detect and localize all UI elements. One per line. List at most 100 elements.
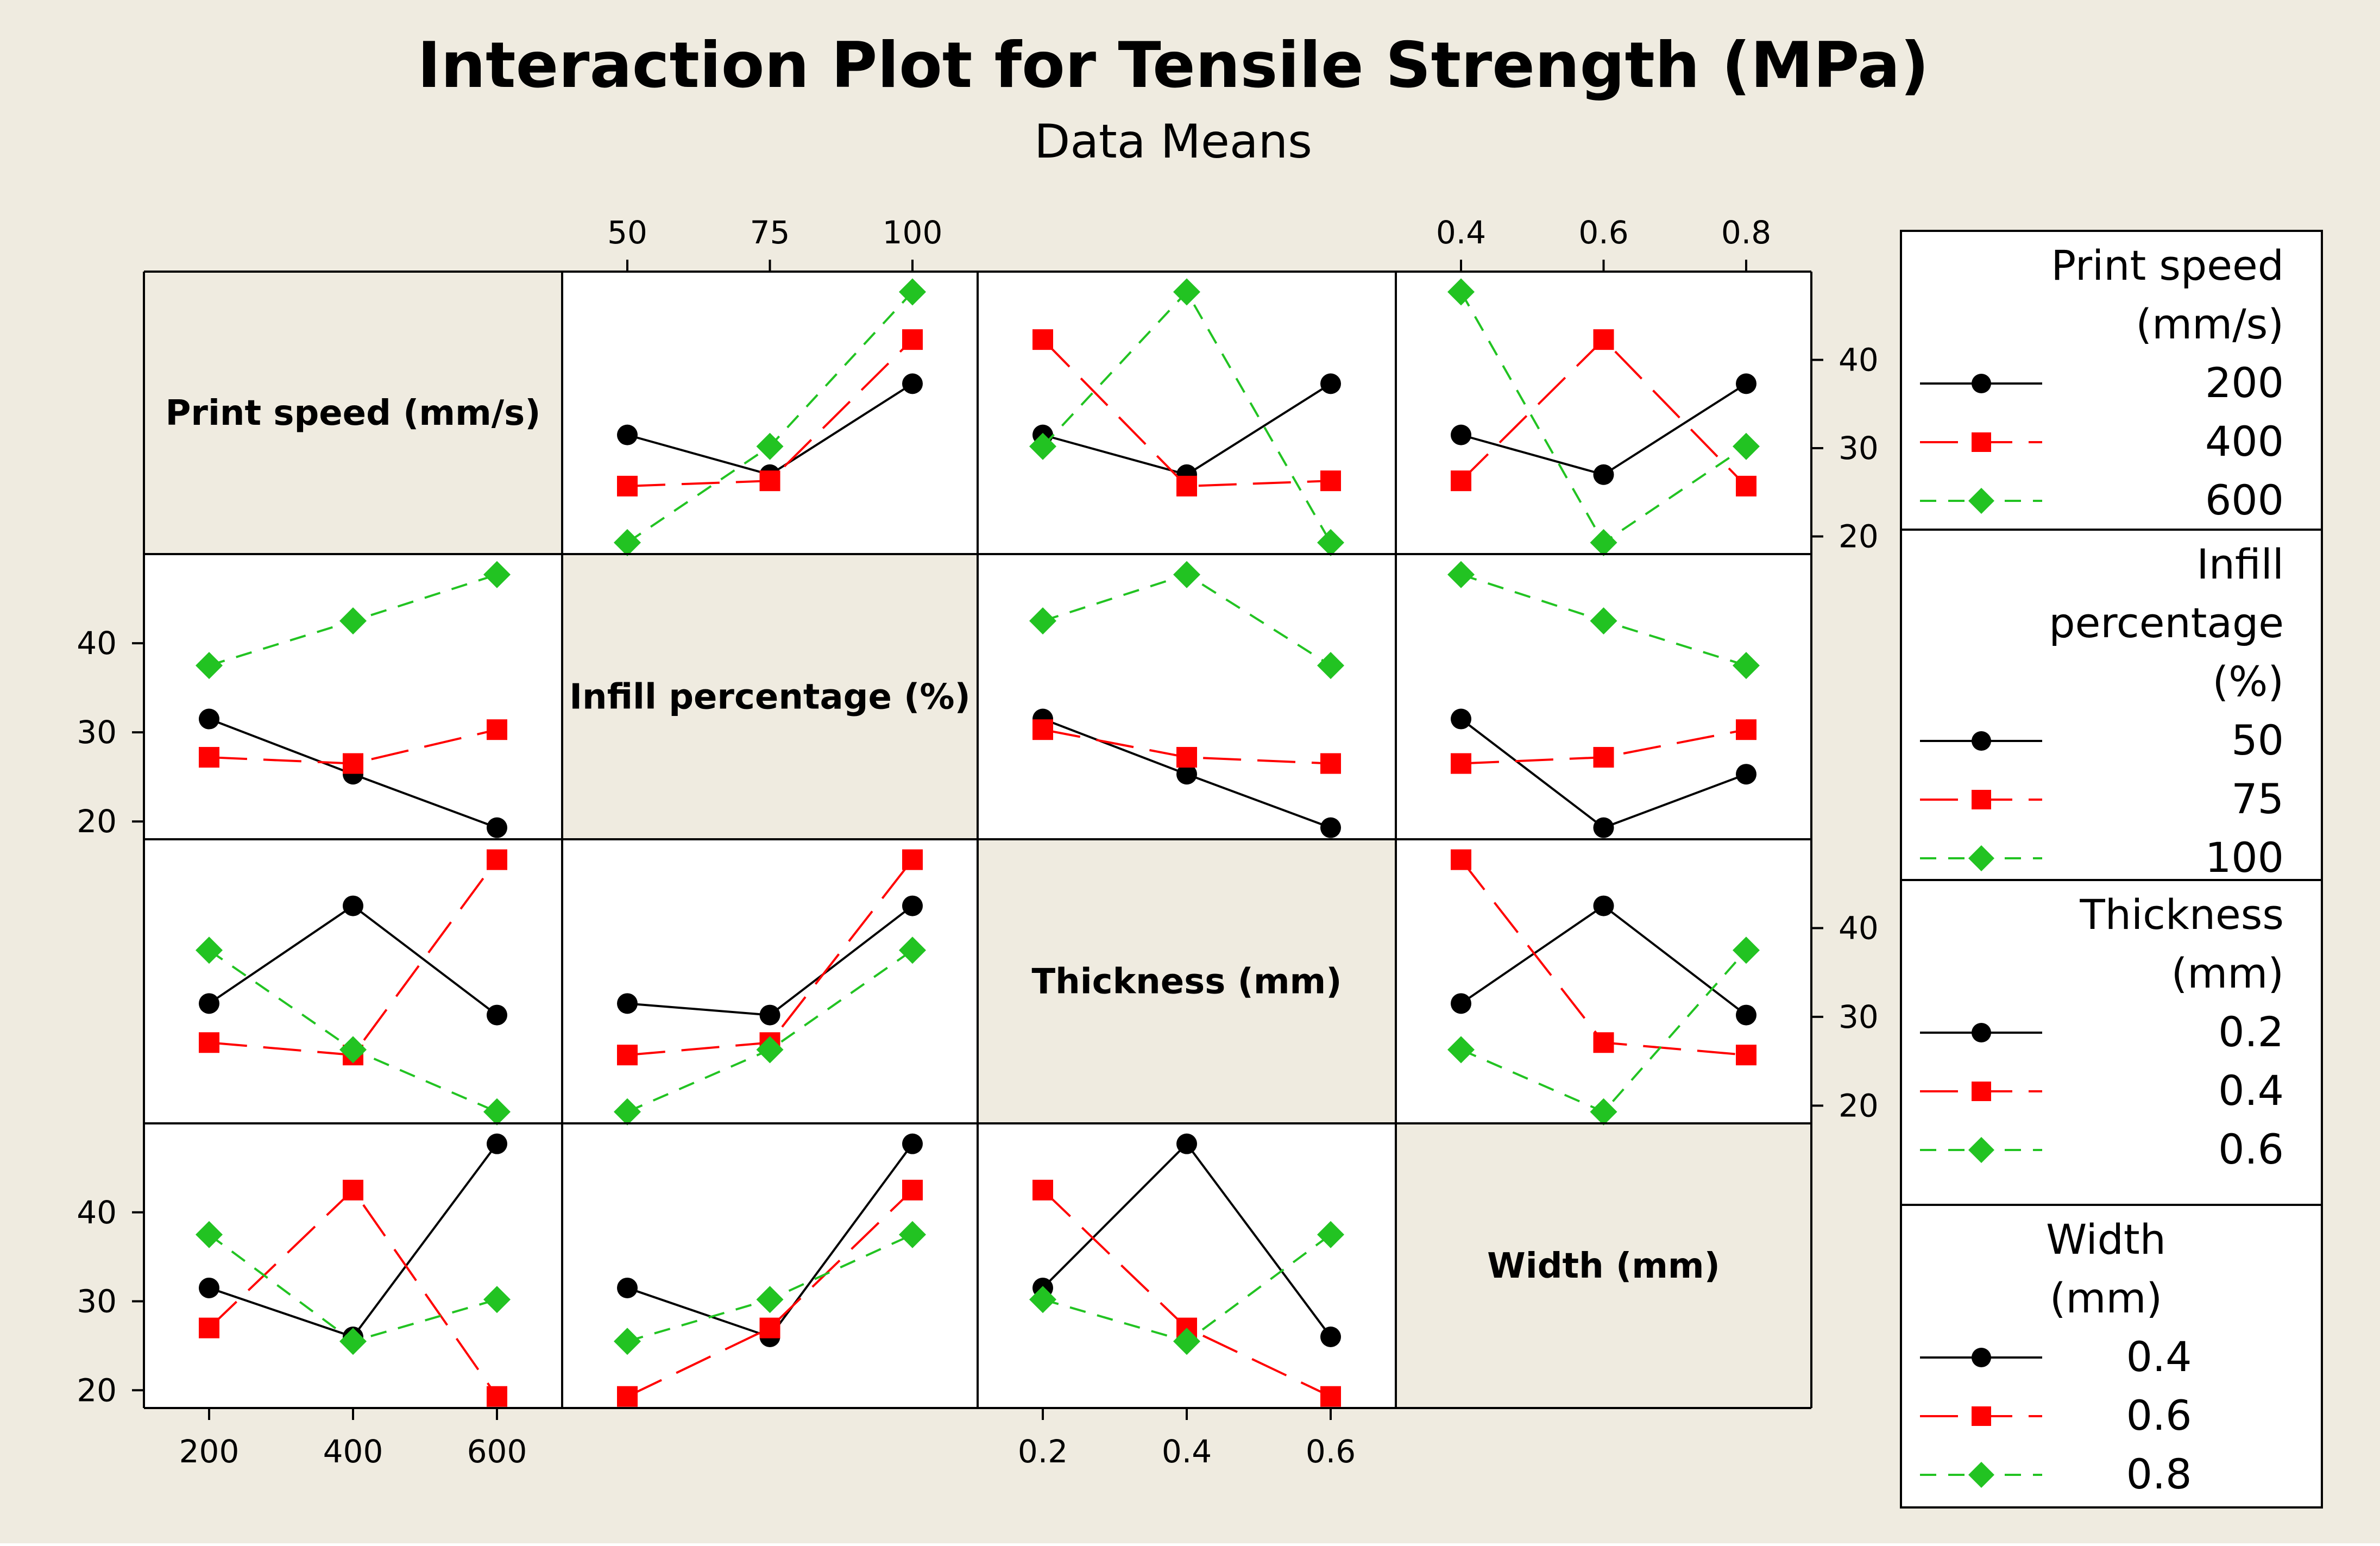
panel-bg-r3-c0	[144, 1123, 562, 1408]
legend-title-3-1: (mm)	[2050, 1274, 2162, 1322]
point-r2-c3-s0-l2	[1736, 1004, 1756, 1026]
point-r0-c1-s1-l0	[617, 475, 638, 497]
point-r0-c1-s2-l2	[899, 278, 926, 306]
point-r3-c0-s2-l0	[196, 1221, 223, 1248]
point-r2-c3-s1-l1	[1593, 1032, 1614, 1053]
panel-bg-r0-c3	[1396, 272, 1811, 554]
point-r1-c2-s2-l0	[1029, 607, 1056, 635]
x-tick-label-0-2: 600	[467, 1433, 527, 1470]
panel-r1-c3	[1447, 561, 1760, 838]
diagonal-cell-infill-percentage	[562, 554, 978, 839]
factor-label-width-mm: Width (mm)	[1487, 1246, 1720, 1286]
point-r1-c3-s1-l2	[1736, 719, 1756, 740]
point-r3-c2-s0-l2	[1320, 1327, 1341, 1347]
point-r2-c3-s0-l0	[1451, 993, 1471, 1014]
point-r1-c3-s0-l2	[1736, 764, 1756, 785]
point-r3-c2-s1-l2	[1320, 1386, 1341, 1407]
panel-bg-r1-c0	[144, 554, 562, 839]
panel-r0-c3	[1447, 278, 1760, 556]
legend-label-3-2: 0.8	[2126, 1450, 2192, 1498]
y-axis-row-3: 20 30 40	[77, 1194, 144, 1409]
legend-box-thickness-mm: Thickness (mm) 0.2 0.4 0.6	[1900, 879, 2323, 1206]
point-r2-c3-s0-l1	[1593, 895, 1614, 916]
x-tick-label-0-1: 400	[323, 1433, 383, 1470]
legend-box-print-speed-mm-s: Print speed (mm/s) 200 400 600	[1900, 230, 2323, 531]
point-r2-c3-s2-l0	[1447, 1036, 1475, 1064]
point-r2-c1-s2-l1	[756, 1036, 784, 1064]
legend-marker-2-1	[1972, 1082, 1991, 1101]
legend-title-1-1: percentage	[2049, 599, 2284, 647]
panel-r2-c3	[1447, 849, 1760, 1126]
x-tick-label-3-1: 0.6	[1578, 214, 1628, 251]
point-r1-c2-s0-l2	[1320, 817, 1341, 838]
point-r1-c2-s2-l1	[1173, 561, 1200, 588]
legend-frame-3	[1900, 1204, 2323, 1509]
panel-r0-c1	[614, 278, 926, 556]
point-r3-c0-s1-l2	[487, 1386, 507, 1407]
point-r1-c2-s1-l2	[1320, 753, 1341, 774]
legend-label-0-0: 200	[2205, 359, 2284, 407]
point-r0-c1-s2-l0	[614, 529, 641, 556]
y-tick-label-r2-1: 30	[1838, 998, 1879, 1035]
point-r3-c1-s0-l0	[617, 1277, 638, 1298]
point-r2-c0-s2-l2	[483, 1098, 511, 1126]
point-r0-c2-s1-l1	[1176, 475, 1197, 497]
y-tick-label-r3-0: 20	[77, 1372, 117, 1409]
legend-label-0-1: 400	[2205, 417, 2284, 466]
point-r3-c1-s1-l0	[617, 1386, 638, 1407]
point-r2-c0-s1-l0	[199, 1032, 219, 1053]
point-r1-c0-s2-l0	[196, 652, 223, 680]
point-r1-c0-s2-l1	[339, 607, 367, 635]
point-r0-c3-s2-l1	[1590, 529, 1617, 556]
point-r2-c1-s0-l2	[902, 895, 923, 916]
point-r1-c0-s1-l2	[487, 719, 507, 740]
point-r3-c0-s0-l0	[199, 1277, 219, 1298]
y-tick-label-r3-1: 30	[77, 1283, 117, 1320]
point-r0-c1-s2-l1	[756, 432, 784, 460]
x-axis-infill-percentage: 50 75 100	[607, 214, 942, 272]
point-r1-c3-s1-l0	[1451, 753, 1471, 774]
factor-label-print-speed-mm-s: Print speed (mm/s)	[166, 393, 541, 433]
x-axis-width-mm: 0.4 0.6 0.8	[1436, 214, 1771, 272]
point-r0-c2-s2-l2	[1317, 529, 1344, 556]
point-r2-c1-s1-l2	[902, 849, 923, 870]
x-tick-label-1-2: 100	[883, 214, 943, 251]
legend-title-0-1: (mm/s)	[2136, 300, 2284, 348]
point-r1-c3-s0-l0	[1451, 708, 1471, 730]
diagonal-cell-width-mm	[1396, 1123, 1811, 1408]
legend-marker-3-1	[1972, 1406, 1991, 1426]
x-tick-label-3-0: 0.4	[1436, 214, 1486, 251]
y-tick-label-r0-0: 20	[1838, 518, 1879, 555]
legend-title-0-0: Print speed	[2051, 241, 2284, 290]
point-r0-c3-s2-l2	[1733, 432, 1760, 460]
point-r3-c1-s2-l0	[614, 1328, 641, 1355]
legend-label-2-2: 0.6	[2218, 1125, 2284, 1173]
panel-r2-c0	[196, 849, 511, 1126]
x-tick-label-0-0: 200	[179, 1433, 240, 1470]
chart-subtitle: Data Means	[1034, 115, 1312, 169]
legend-marker-0-0	[1972, 374, 1991, 393]
point-r3-c2-s2-l1	[1173, 1328, 1200, 1355]
point-r0-c1-s1-l2	[902, 329, 923, 350]
legend-marker-1-2	[1968, 845, 1994, 871]
legend-label-2-1: 0.4	[2218, 1066, 2284, 1115]
legend-frame-0	[1900, 230, 2323, 531]
point-r3-c0-s1-l1	[343, 1179, 363, 1201]
y-axis-row-2: 20 30 40	[1811, 909, 1879, 1124]
point-r0-c3-s2-l0	[1447, 278, 1475, 306]
point-r3-c0-s2-l2	[483, 1286, 511, 1314]
point-r3-c1-s1-l1	[759, 1317, 780, 1338]
point-r2-c3-s1-l0	[1451, 849, 1471, 870]
chart-title: Interaction Plot for Tensile Strength (M…	[417, 29, 1929, 102]
point-r2-c0-s0-l2	[487, 1004, 507, 1026]
point-r2-c3-s2-l2	[1733, 937, 1760, 964]
point-r1-c2-s0-l1	[1176, 764, 1197, 785]
x-tick-label-1-0: 50	[607, 214, 647, 251]
legend-frame-1	[1900, 529, 2323, 881]
legend-title-1-0: Infill	[2196, 540, 2284, 588]
diagonal-cell-print-speed-mm-s	[144, 272, 562, 554]
legend-label-1-2: 100	[2205, 833, 2284, 882]
point-r0-c2-s2-l0	[1029, 432, 1056, 460]
legend-title-2-1: (mm)	[2171, 949, 2284, 997]
x-axis-print-speed-mm-s: 200 400 600	[179, 1408, 527, 1470]
